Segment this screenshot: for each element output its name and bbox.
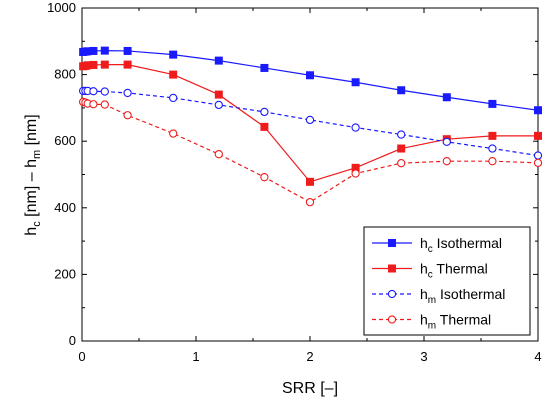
data-point: [533, 158, 543, 167]
data-point: [534, 106, 542, 115]
data-point: [100, 60, 109, 69]
data-point: [397, 159, 406, 168]
data-point: [397, 130, 406, 139]
data-point: [488, 144, 497, 153]
legend-marker: [387, 289, 397, 299]
data-point: [397, 86, 406, 95]
data-point: [442, 157, 451, 166]
data-point: [534, 131, 542, 140]
series-layer: [78, 46, 543, 207]
legend-item: hm Thermal: [372, 312, 491, 332]
data-point: [260, 107, 269, 117]
legend: hc Isothermal hc Thermal hm Isothermal hm T…: [363, 226, 531, 336]
y-axis-title: hc [nm] – hm [nm]: [23, 114, 43, 235]
data-point: [260, 63, 269, 72]
series-3: [78, 97, 543, 207]
legend-marker: [388, 239, 396, 247]
data-point: [351, 123, 360, 132]
data-point: [214, 90, 223, 99]
data-point: [260, 173, 269, 182]
data-point: [89, 60, 98, 69]
data-point: [89, 100, 98, 109]
data-point: [306, 177, 314, 186]
data-point: [351, 169, 360, 178]
data-point: [488, 157, 497, 166]
data-point: [169, 93, 178, 103]
legend-item: hc Thermal: [372, 261, 488, 281]
data-point: [305, 115, 315, 125]
data-point: [123, 111, 132, 120]
legend-item: hc Isothermal: [372, 235, 502, 255]
data-point: [488, 99, 497, 108]
data-point: [397, 144, 406, 153]
legend-label: hc Isothermal: [420, 235, 502, 255]
data-point: [351, 78, 360, 87]
x-tick-label: 1: [192, 349, 199, 364]
legend-label: hm Isothermal: [420, 286, 505, 306]
y-tick-label: 200: [54, 266, 76, 281]
data-point: [169, 50, 178, 59]
data-point: [214, 56, 223, 65]
data-point: [306, 71, 314, 80]
x-tick-label: 3: [420, 349, 427, 364]
data-point: [305, 197, 315, 207]
x-axis: 0 1 2 3 4: [78, 8, 542, 364]
x-tick-label: 4: [534, 349, 541, 364]
y-tick-label: 600: [54, 133, 76, 148]
y-tick-label: 0: [69, 333, 76, 348]
series-line: [82, 101, 539, 203]
y-tick-label: 1000: [47, 0, 76, 15]
data-point: [533, 151, 543, 160]
legend-label: hm Thermal: [420, 312, 491, 332]
data-point: [89, 87, 98, 96]
data-point: [169, 129, 178, 138]
x-axis-title: SRR [–]: [282, 380, 338, 397]
data-point: [214, 100, 223, 110]
data-point: [169, 70, 178, 79]
data-point: [260, 122, 269, 131]
legend-item: hm Isothermal: [372, 286, 505, 306]
data-point: [89, 46, 98, 55]
data-point: [123, 88, 132, 98]
data-point: [100, 87, 109, 96]
y-tick-label: 800: [54, 67, 76, 82]
legend-label: hc Thermal: [420, 261, 488, 281]
legend-marker: [387, 315, 397, 324]
data-point: [214, 150, 223, 159]
data-point: [100, 46, 109, 55]
x-tick-label: 2: [306, 349, 313, 364]
data-point: [123, 46, 132, 55]
data-point: [488, 131, 497, 140]
data-point: [442, 93, 451, 102]
x-tick-label: 0: [78, 349, 85, 364]
series-0: [79, 46, 542, 115]
y-axis: 0 200 400 600 800 1000: [47, 0, 538, 348]
legend-marker: [388, 264, 396, 273]
y-tick-label: 400: [54, 200, 76, 215]
series-line: [83, 50, 539, 111]
data-point: [442, 137, 451, 147]
data-point: [100, 100, 109, 109]
series-2: [78, 86, 543, 160]
data-point: [123, 60, 132, 69]
